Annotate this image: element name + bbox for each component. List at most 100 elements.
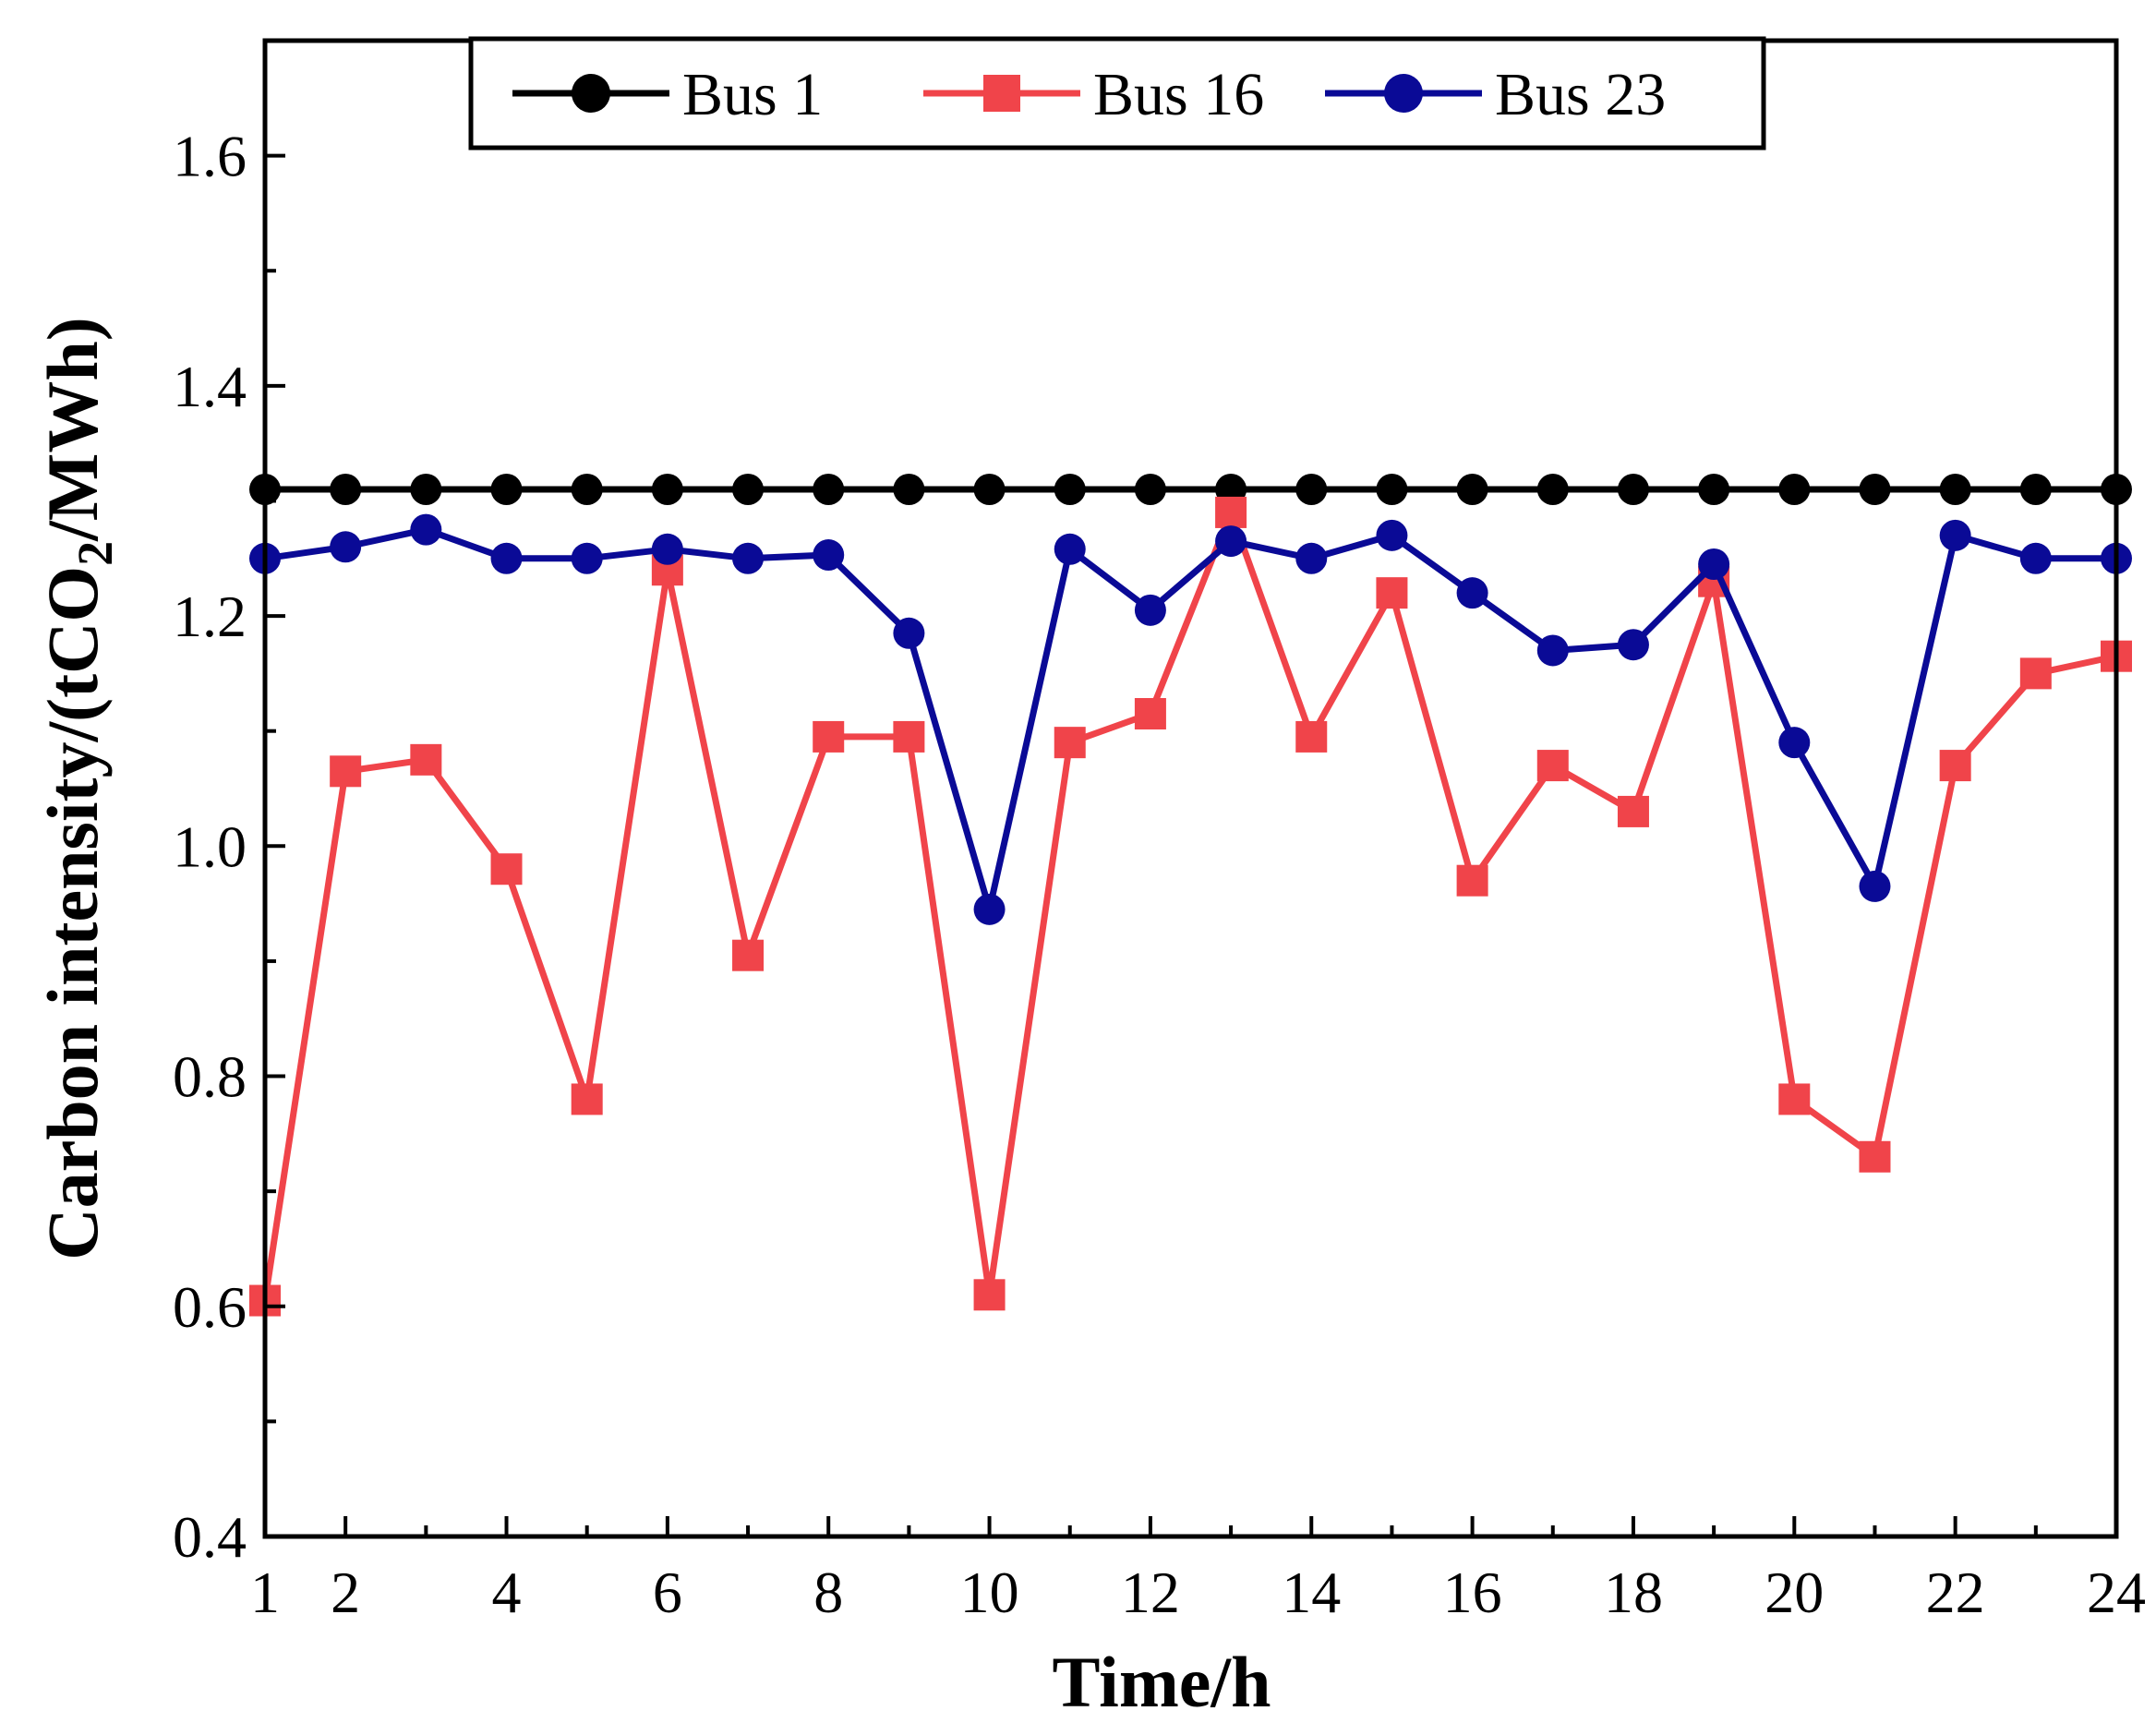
bus-16-line (261, 509, 2117, 1302)
bus-1-point (1456, 474, 1488, 505)
y-axis-title-main: Carbon intensity/(tCO (32, 566, 113, 1260)
bus-23-point (410, 513, 442, 546)
bus-23-line (264, 526, 2116, 913)
legend-entry-bus-16: Bus 16 (923, 61, 1264, 128)
x-tick-label: 24 (2087, 1560, 2146, 1625)
bus-23-point (1456, 577, 1488, 609)
bus-1-point (410, 474, 442, 505)
bus-23-point (893, 617, 925, 649)
legend: Bus 1 Bus 16 Bus 23 (468, 36, 1766, 151)
legend-label: Bus 23 (1495, 61, 1666, 128)
bus-23-point (1698, 548, 1730, 580)
x-tick-label: 4 (492, 1560, 522, 1625)
bus-23-point (1617, 629, 1649, 661)
legend-swatch-marker (1384, 74, 1423, 113)
bus-23-point (732, 542, 765, 574)
bus-23-point (1054, 533, 1086, 565)
bus-1-point (1778, 474, 1811, 505)
bus-23-point (651, 533, 683, 565)
bus-16-point (1295, 720, 1328, 753)
bus-1-point (571, 474, 603, 505)
bus-23-point (2019, 542, 2052, 574)
bus-16-point (973, 1279, 1006, 1311)
bus-1-point (732, 474, 765, 505)
plot-frame (262, 38, 2119, 1539)
bus-16-point (1456, 864, 1488, 897)
x-tick-label: 14 (1282, 1560, 1341, 1625)
x-tick-label: 10 (960, 1560, 1019, 1625)
y-tick-label: 1.4 (173, 354, 247, 419)
legend-label: Bus 16 (1093, 61, 1264, 128)
bus-16-point (893, 720, 925, 753)
bus-16-point (2019, 657, 2052, 690)
bus-16-point (1536, 750, 1569, 782)
legend-swatch-marker (572, 74, 610, 113)
y-axis-title-subscript: 2 (67, 541, 123, 566)
bus-16-point (1054, 727, 1086, 759)
bus-23-point (973, 893, 1006, 925)
x-tick-label: 8 (813, 1560, 843, 1625)
bus-23-point (1939, 519, 1971, 551)
bus-1-point (2019, 474, 2052, 505)
marks-layer (249, 474, 2132, 1317)
legend-entry-bus-1: Bus 1 (512, 61, 823, 128)
bus-23-point (490, 542, 523, 574)
bus-1-point (973, 474, 1006, 505)
legend-entry-bus-23: Bus 23 (1325, 61, 1666, 128)
legend-label: Bus 1 (682, 61, 823, 128)
bus-1-point (893, 474, 925, 505)
x-tick-label: 12 (1121, 1560, 1180, 1625)
bus-16-point (1215, 496, 1247, 528)
bus-23-point (1215, 525, 1247, 558)
bus-1-point (1536, 474, 1569, 505)
bus-1-series (249, 474, 2132, 505)
x-tick-label: 20 (1765, 1560, 1824, 1625)
x-tick-label: 18 (1604, 1560, 1663, 1625)
x-axis-title: Time/h (1053, 1642, 1271, 1722)
y-axis-title-rest: /MWh) (32, 317, 113, 542)
bus-16-point (490, 853, 523, 886)
bus-16-point (813, 720, 845, 753)
y-tick-label: 1.6 (173, 124, 247, 189)
bus-23-point (1536, 634, 1569, 667)
y-tick-label: 0.4 (173, 1504, 247, 1570)
bus-16-point (571, 1083, 603, 1115)
bus-23-point (813, 539, 845, 572)
bus-23-point (571, 542, 603, 574)
bus-23-point (330, 531, 362, 563)
bus-23-point (1859, 870, 1891, 902)
x-tick-label: 2 (331, 1560, 360, 1625)
bus-1-point (1939, 474, 1971, 505)
legend-swatch-marker (983, 75, 1020, 112)
bus-1-point (813, 474, 845, 505)
bus-16-point (732, 939, 765, 971)
y-axis-title: Carbon intensity/(tCO2/MWh) (32, 317, 123, 1260)
bus-16-point (1859, 1140, 1891, 1173)
bus-23-point (1134, 594, 1166, 626)
legend-entries: Bus 1 Bus 16 Bus 23 (512, 61, 1666, 128)
y-tick-label: 1.0 (173, 813, 247, 879)
legend-box (468, 36, 1766, 151)
bus-16-point (1617, 795, 1649, 827)
y-tick-label: 0.8 (173, 1044, 247, 1110)
bus-16-point (410, 743, 442, 776)
x-tick-label: 22 (1926, 1560, 1985, 1625)
ticks-layer: 1 2 4 6 8 10 12 14 16 18 20 22 240.40.60.81.01.21.41… (173, 124, 2146, 1625)
bus-1-point (1054, 474, 1086, 505)
bus-16-point (330, 755, 362, 788)
y-tick-label: 0.6 (173, 1274, 247, 1340)
bus-16-point (1939, 750, 1971, 782)
bus-1-point (1617, 474, 1649, 505)
bus-23-point (1376, 519, 1408, 551)
bus-1-point (1698, 474, 1730, 505)
bus-1-point (1134, 474, 1166, 505)
bus-16-series (249, 496, 2132, 1317)
bus-1-point (651, 474, 683, 505)
bus-1-point (490, 474, 523, 505)
bus-16-point (1778, 1083, 1811, 1115)
bus-16-point (1134, 698, 1166, 729)
bus-1-point (1859, 474, 1891, 505)
bus-16-point (1376, 577, 1408, 609)
